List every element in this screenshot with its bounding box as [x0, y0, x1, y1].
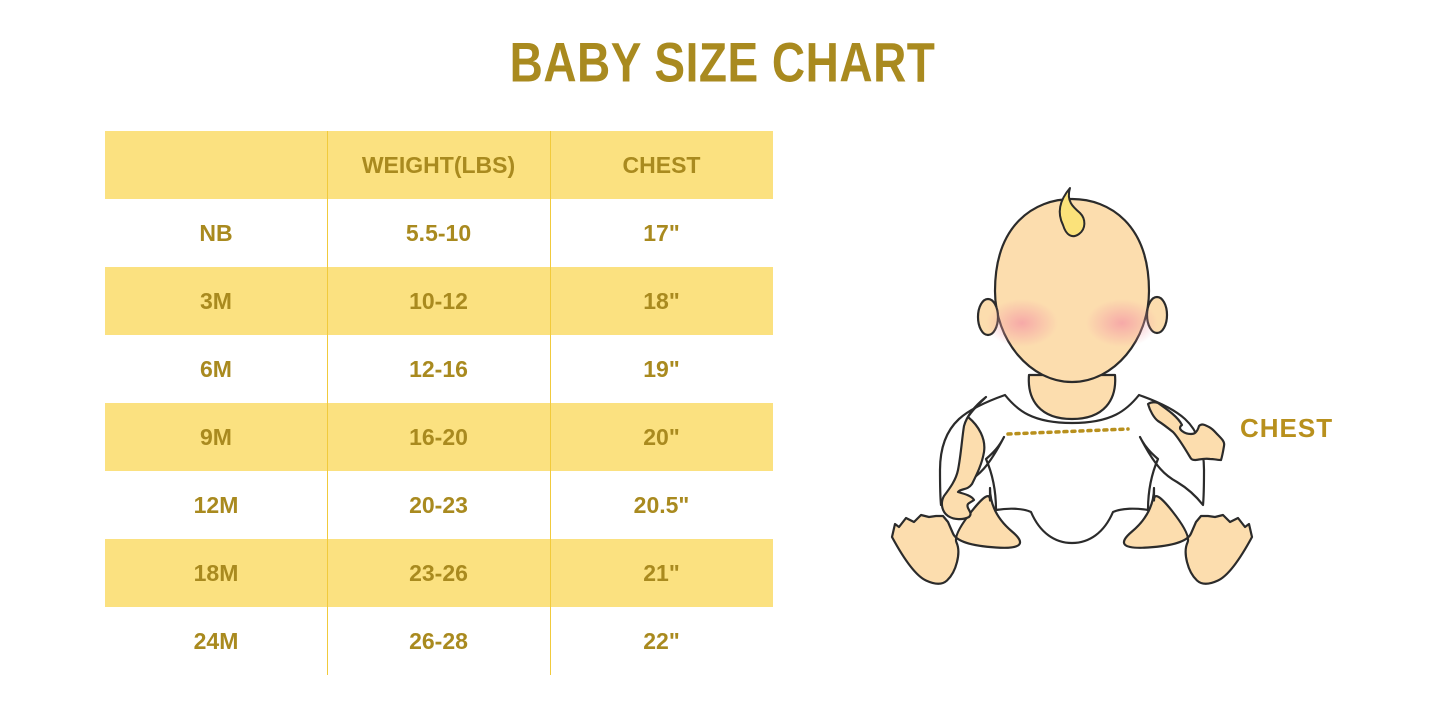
- svg-text:CHEST: CHEST: [1240, 413, 1333, 443]
